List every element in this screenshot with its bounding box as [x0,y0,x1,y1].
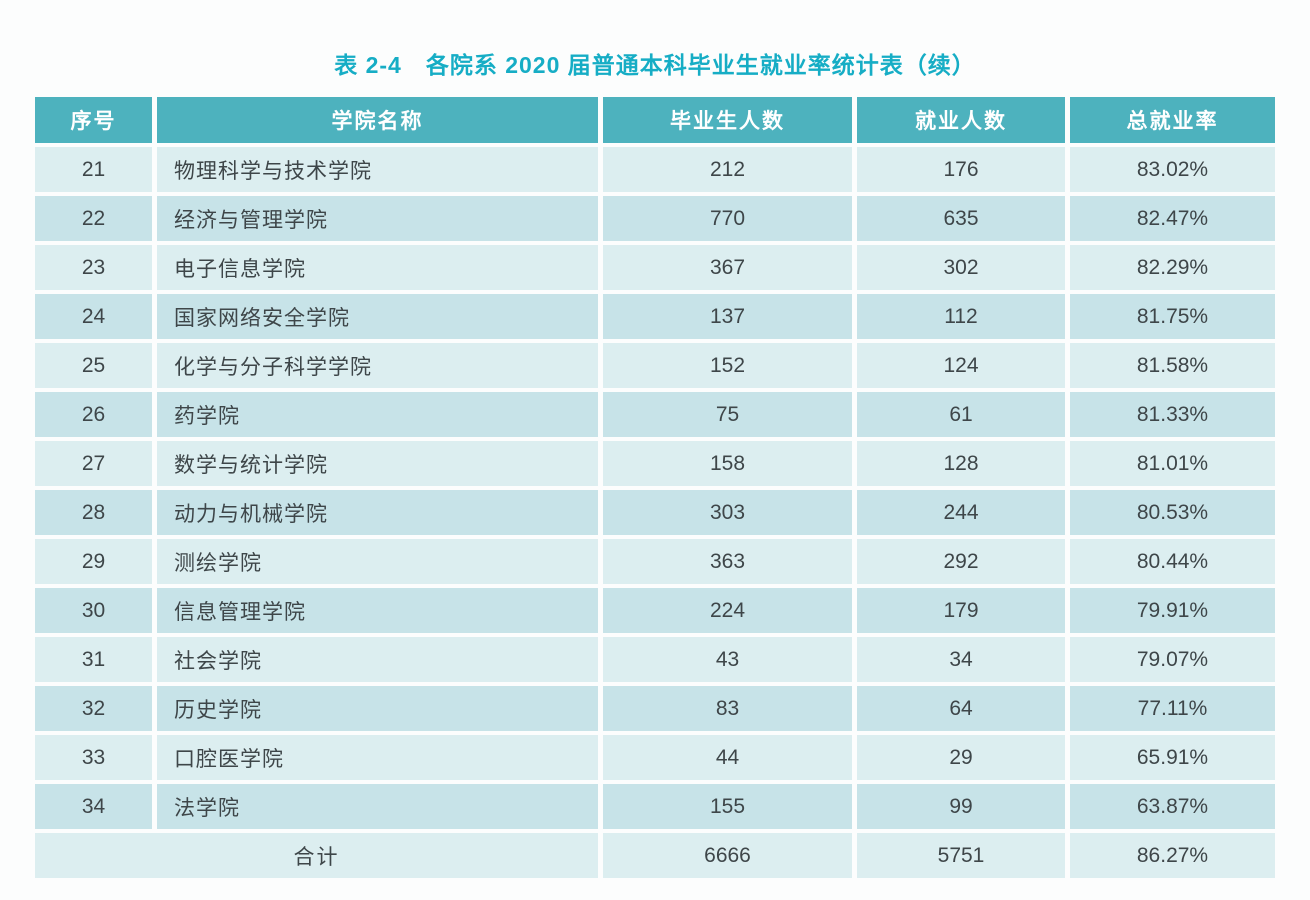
employed-count-cell: 64 [857,686,1065,731]
header-cell-no: 序号 [35,97,152,143]
graduates-count-cell: 43 [603,637,852,682]
graduates-count-cell: 83 [603,686,852,731]
employment-rate-cell: 80.53% [1070,490,1275,535]
employment-rate-cell: 81.58% [1070,343,1275,388]
college-name-cell: 电子信息学院 [157,245,598,290]
row-number-cell: 30 [35,588,152,633]
college-name-cell: 经济与管理学院 [157,196,598,241]
header-cell-graduates: 毕业生人数 [603,97,852,143]
header-cell-college: 学院名称 [157,97,598,143]
row-number-cell: 32 [35,686,152,731]
graduates-count-cell: 152 [603,343,852,388]
employed-count-cell: 244 [857,490,1065,535]
graduates-count-cell: 137 [603,294,852,339]
employment-rate-cell: 79.91% [1070,588,1275,633]
header-cell-rate: 总就业率 [1070,97,1275,143]
college-name-cell: 数学与统计学院 [157,441,598,486]
graduates-count-cell: 770 [603,196,852,241]
total-rate-cell: 86.27% [1070,833,1275,878]
employed-count-cell: 635 [857,196,1065,241]
total-graduates-cell: 6666 [603,833,852,878]
employment-rate-cell: 82.29% [1070,245,1275,290]
graduates-count-cell: 367 [603,245,852,290]
college-name-cell: 信息管理学院 [157,588,598,633]
row-number-cell: 33 [35,735,152,780]
employed-count-cell: 302 [857,245,1065,290]
employment-rate-cell: 63.87% [1070,784,1275,829]
row-number-cell: 24 [35,294,152,339]
graduates-count-cell: 158 [603,441,852,486]
college-name-cell: 药学院 [157,392,598,437]
graduates-count-cell: 155 [603,784,852,829]
employment-rate-cell: 81.75% [1070,294,1275,339]
employment-rate-cell: 65.91% [1070,735,1275,780]
graduates-count-cell: 224 [603,588,852,633]
college-name-cell: 测绘学院 [157,539,598,584]
college-name-cell: 口腔医学院 [157,735,598,780]
table-title: 表 2-4 各院系 2020 届普通本科毕业生就业率统计表（续） [334,52,976,78]
employment-rate-cell: 81.33% [1070,392,1275,437]
college-name-cell: 历史学院 [157,686,598,731]
graduates-count-cell: 303 [603,490,852,535]
graduates-count-cell: 363 [603,539,852,584]
graduates-count-cell: 44 [603,735,852,780]
employed-count-cell: 61 [857,392,1065,437]
row-number-cell: 29 [35,539,152,584]
header-cell-employed: 就业人数 [857,97,1065,143]
college-name-cell: 化学与分子科学学院 [157,343,598,388]
row-number-cell: 22 [35,196,152,241]
total-label-cell: 合计 [35,833,598,878]
graduates-count-cell: 75 [603,392,852,437]
employed-count-cell: 176 [857,147,1065,192]
row-number-cell: 23 [35,245,152,290]
employment-rate-cell: 81.01% [1070,441,1275,486]
employed-count-cell: 124 [857,343,1065,388]
employed-count-cell: 112 [857,294,1065,339]
total-employed-cell: 5751 [857,833,1065,878]
college-name-cell: 社会学院 [157,637,598,682]
row-number-cell: 28 [35,490,152,535]
employed-count-cell: 99 [857,784,1065,829]
employment-rate-cell: 79.07% [1070,637,1275,682]
college-name-cell: 法学院 [157,784,598,829]
employed-count-cell: 179 [857,588,1065,633]
row-number-cell: 27 [35,441,152,486]
row-number-cell: 31 [35,637,152,682]
row-number-cell: 25 [35,343,152,388]
employment-rate-cell: 83.02% [1070,147,1275,192]
row-number-cell: 34 [35,784,152,829]
employment-rate-cell: 77.11% [1070,686,1275,731]
employment-rate-cell: 82.47% [1070,196,1275,241]
college-name-cell: 国家网络安全学院 [157,294,598,339]
employed-count-cell: 292 [857,539,1065,584]
college-name-cell: 动力与机械学院 [157,490,598,535]
graduates-count-cell: 212 [603,147,852,192]
employment-stats-table: 序号 学院名称 毕业生人数 就业人数 总就业率 21 物理科学与技术学院 212 176 83.0… [35,97,1275,878]
employment-rate-cell: 80.44% [1070,539,1275,584]
row-number-cell: 21 [35,147,152,192]
employed-count-cell: 34 [857,637,1065,682]
employed-count-cell: 128 [857,441,1065,486]
row-number-cell: 26 [35,392,152,437]
employed-count-cell: 29 [857,735,1065,780]
college-name-cell: 物理科学与技术学院 [157,147,598,192]
